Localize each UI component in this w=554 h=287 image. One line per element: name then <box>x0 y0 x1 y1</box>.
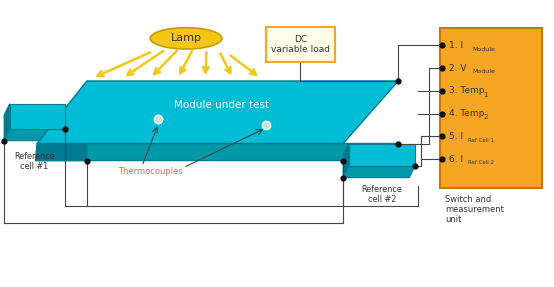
Text: 5. I: 5. I <box>449 132 463 141</box>
Text: Reference
cell #1: Reference cell #1 <box>14 152 55 171</box>
FancyBboxPatch shape <box>266 27 335 63</box>
Text: 3. Temp: 3. Temp <box>449 86 488 95</box>
Polygon shape <box>35 144 398 160</box>
Polygon shape <box>343 166 415 178</box>
Text: 1: 1 <box>483 92 488 98</box>
Text: 2: 2 <box>483 114 488 120</box>
Text: Lamp: Lamp <box>171 33 202 43</box>
Text: Reference
cell #2: Reference cell #2 <box>361 185 402 204</box>
Text: Ref Cell 2: Ref Cell 2 <box>468 160 494 165</box>
Polygon shape <box>9 104 65 129</box>
Text: Module under test: Module under test <box>175 100 269 110</box>
Text: Module: Module <box>472 47 495 52</box>
Text: 6. I: 6. I <box>449 155 463 164</box>
Text: 4. Temp: 4. Temp <box>449 109 487 118</box>
Polygon shape <box>4 129 65 141</box>
Polygon shape <box>4 104 9 141</box>
Text: Switch and
measurement
unit: Switch and measurement unit <box>445 195 504 224</box>
Text: Module: Module <box>472 69 495 74</box>
Text: 2. V: 2. V <box>449 64 466 73</box>
Polygon shape <box>343 144 348 178</box>
Text: Thermocouples: Thermocouples <box>118 167 183 177</box>
Text: DC
variable load: DC variable load <box>271 35 330 55</box>
Polygon shape <box>37 81 398 144</box>
Polygon shape <box>348 144 415 166</box>
Text: 1. I: 1. I <box>449 41 463 50</box>
FancyBboxPatch shape <box>440 28 542 187</box>
Polygon shape <box>35 144 87 160</box>
Ellipse shape <box>150 28 222 49</box>
Text: Ref Cell 1: Ref Cell 1 <box>468 137 494 143</box>
